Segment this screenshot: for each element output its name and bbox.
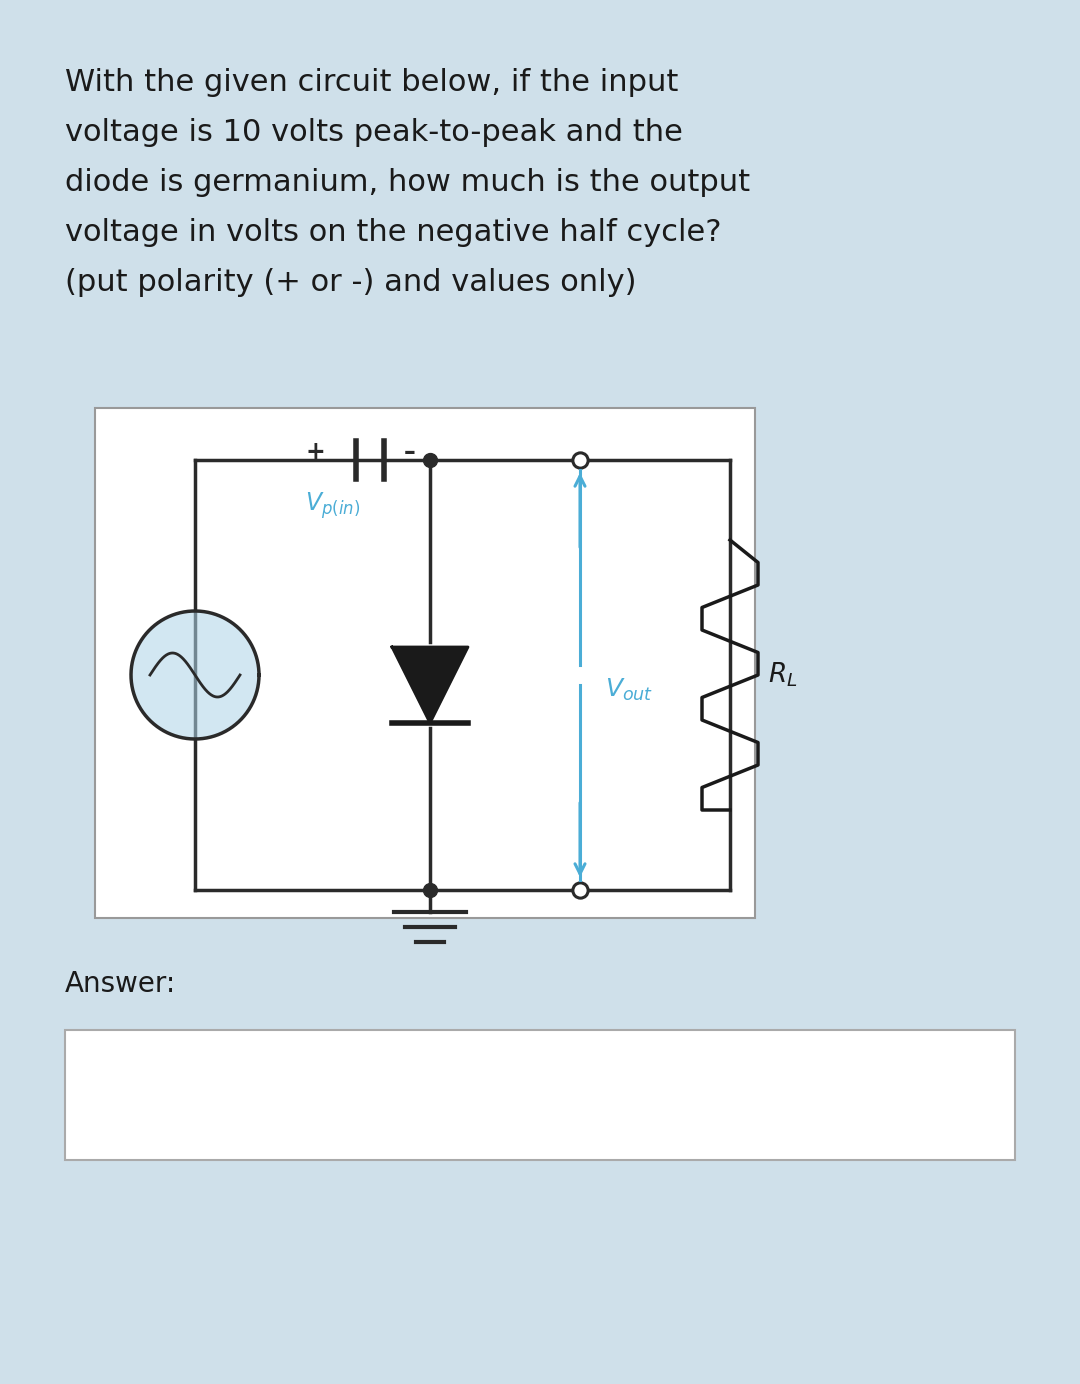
Text: (put polarity (+ or -) and values only): (put polarity (+ or -) and values only)	[65, 268, 636, 298]
Text: diode is germanium, how much is the output: diode is germanium, how much is the outp…	[65, 167, 751, 197]
FancyBboxPatch shape	[65, 1030, 1015, 1160]
Polygon shape	[392, 646, 468, 722]
Text: –: –	[404, 440, 416, 464]
Text: $R_L$: $R_L$	[768, 660, 797, 689]
Text: voltage in volts on the negative half cycle?: voltage in volts on the negative half cy…	[65, 219, 721, 246]
Text: +: +	[306, 440, 325, 464]
Text: voltage is 10 volts peak-to-peak and the: voltage is 10 volts peak-to-peak and the	[65, 118, 683, 147]
Polygon shape	[131, 610, 259, 739]
Text: Answer:: Answer:	[65, 970, 176, 998]
FancyBboxPatch shape	[95, 408, 755, 918]
Text: $V_{out}$: $V_{out}$	[605, 677, 653, 703]
Text: $V_{p(in)}$: $V_{p(in)}$	[305, 490, 361, 520]
Text: With the given circuit below, if the input: With the given circuit below, if the inp…	[65, 68, 678, 97]
